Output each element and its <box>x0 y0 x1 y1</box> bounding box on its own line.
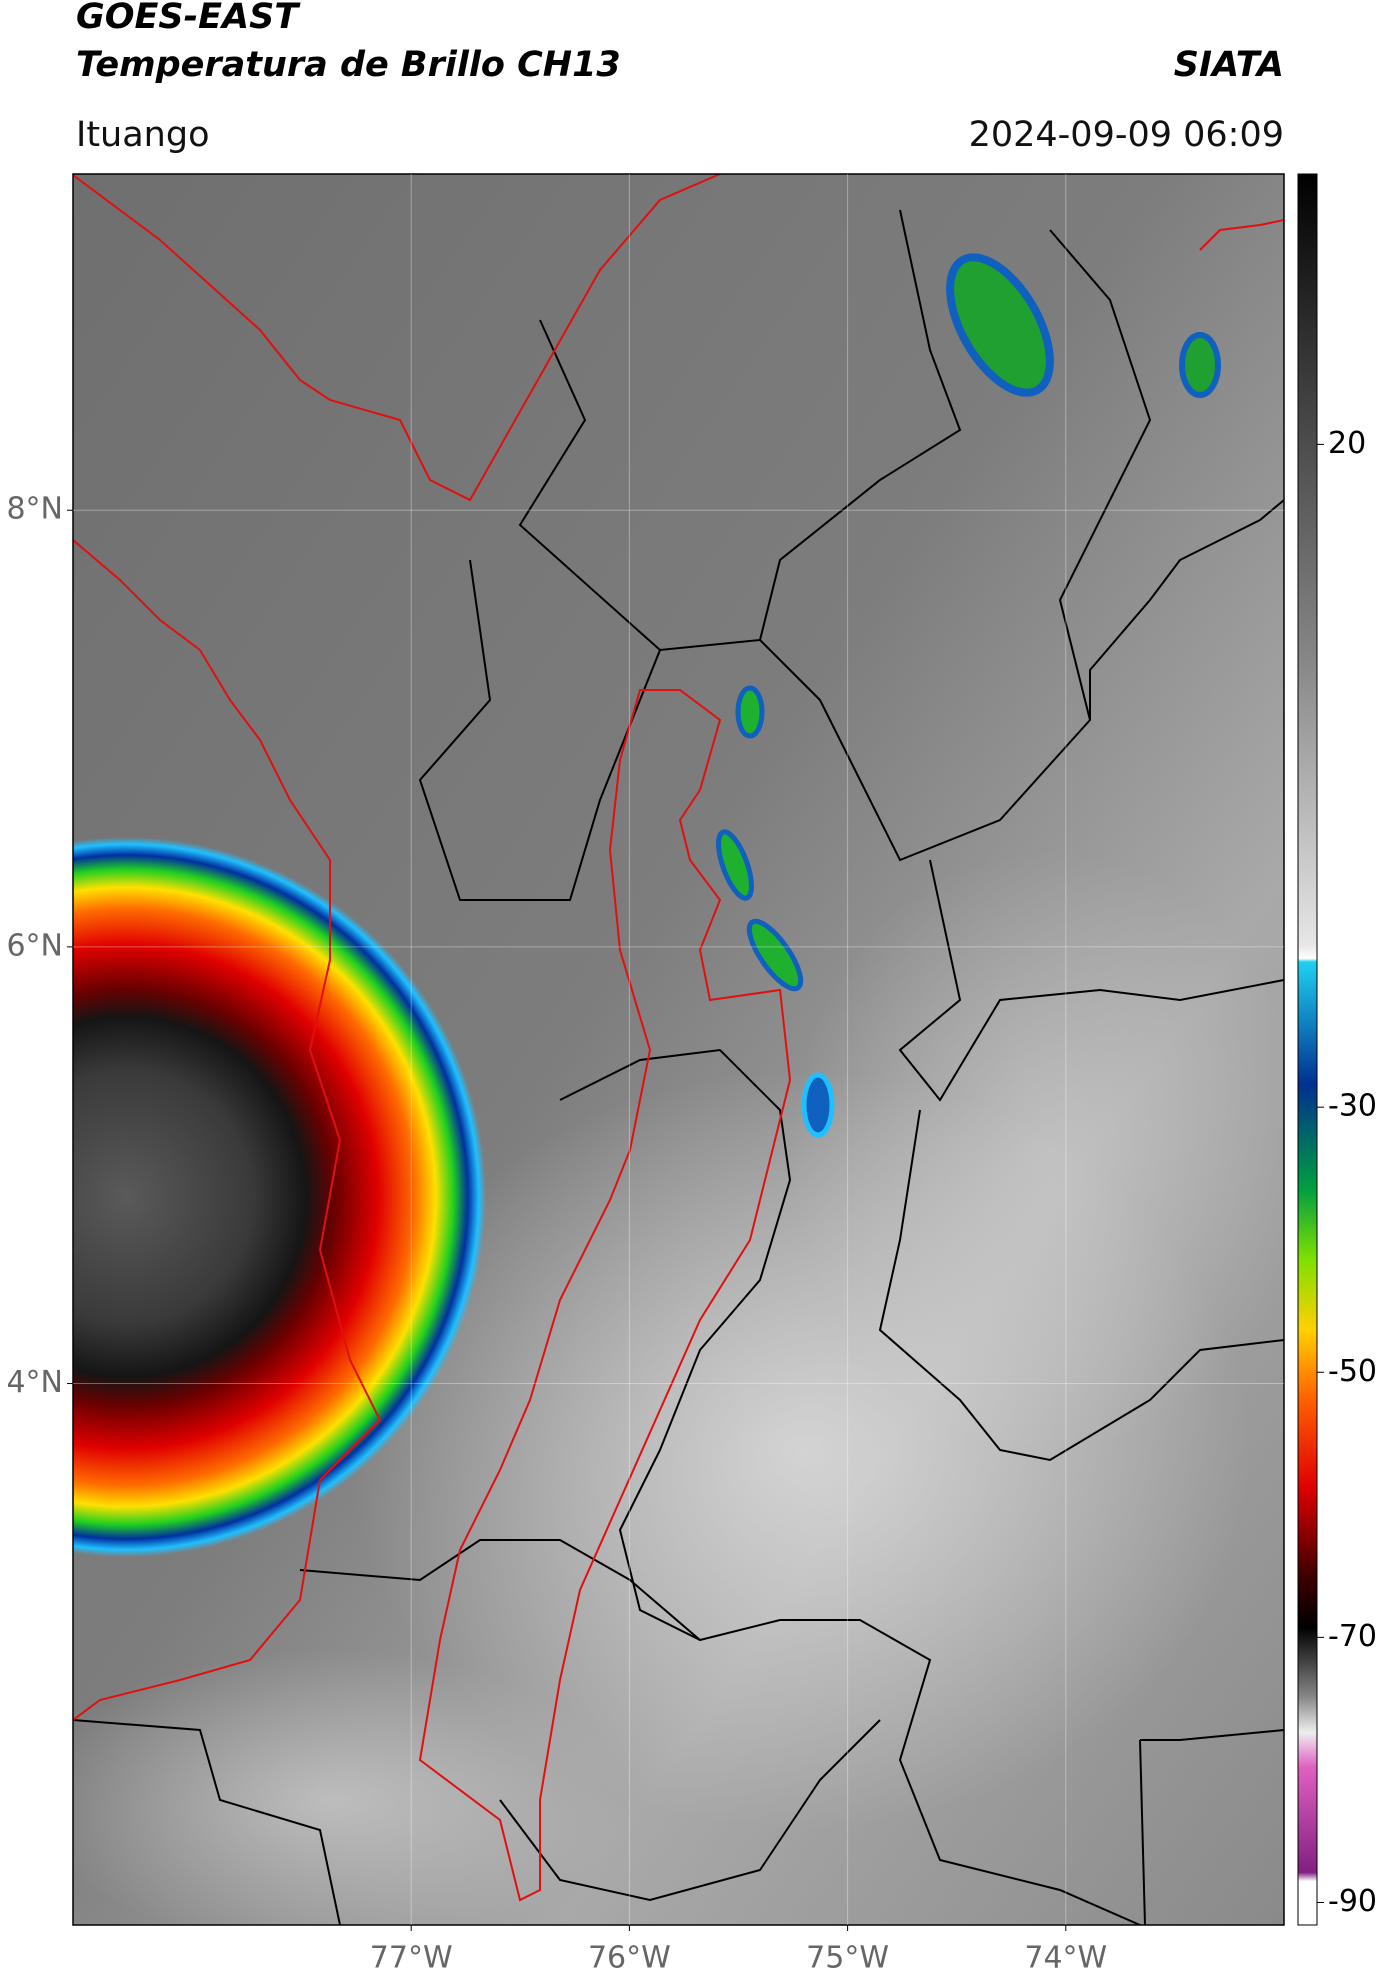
colorbar <box>1297 173 1318 1926</box>
x-tick-label: 77°W <box>370 1941 453 1976</box>
title-line1: GOES-EAST <box>76 0 301 37</box>
cloud-top <box>716 829 754 901</box>
colorbar-tick-label: -30 <box>1328 1089 1377 1124</box>
coastline-and-basin <box>73 174 1284 1902</box>
x-tick-label: 74°W <box>1024 1941 1107 1976</box>
x-tick-label: 76°W <box>588 1941 671 1976</box>
colorbar-tick-label: -90 <box>1328 1884 1377 1919</box>
admin-borders <box>73 209 1284 1925</box>
cloud-top <box>746 918 804 992</box>
location: Ituango <box>76 115 210 155</box>
x-tick-label: 75°W <box>806 1941 889 1976</box>
datetime: 2024-09-09 06:09 <box>969 115 1284 155</box>
organization: SIATA <box>1174 45 1284 85</box>
colorbar-tick-label: -70 <box>1328 1619 1377 1654</box>
cloud-top <box>801 1072 835 1138</box>
cloud-top <box>946 253 1054 397</box>
y-tick-label: 6°N <box>6 928 63 963</box>
y-tick-label: 4°N <box>6 1365 63 1400</box>
cloud-area <box>790 850 1284 1450</box>
cloud-top <box>735 685 765 739</box>
colorbar-tick-label: 20 <box>1328 426 1366 461</box>
colorbar-tick-label: -50 <box>1328 1354 1377 1389</box>
title-line2: Temperatura de Brillo CH13 <box>76 45 621 85</box>
storm-cell <box>73 835 488 1559</box>
y-tick-label: 8°N <box>6 492 63 527</box>
cloud-area <box>73 1650 630 1925</box>
cloud-top <box>1179 332 1221 398</box>
map-frame <box>72 173 1285 1926</box>
satellite-image <box>73 174 1284 1925</box>
